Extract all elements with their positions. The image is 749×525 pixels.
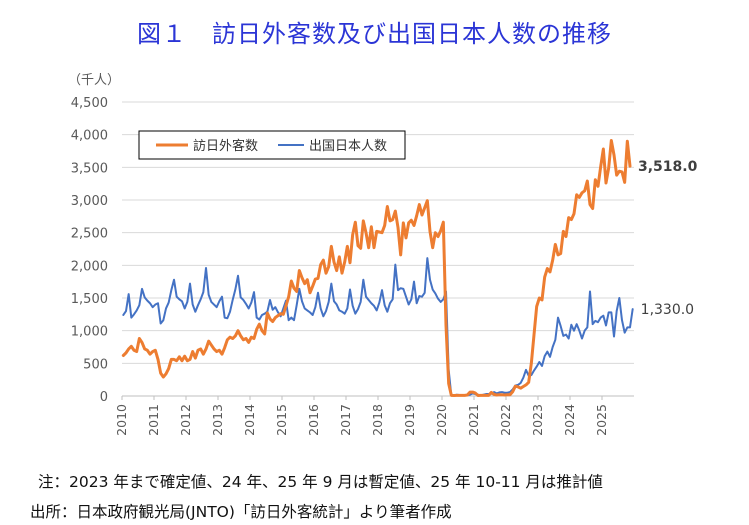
y-tick-label: 3,500 <box>71 161 108 176</box>
x-tick-label: 2025 <box>594 404 609 436</box>
x-tick-label: 2021 <box>466 404 481 436</box>
legend-label-inbound: 訪日外客数 <box>193 138 258 154</box>
x-tick-label: 2010 <box>114 404 129 436</box>
x-tick-label: 2018 <box>370 404 385 436</box>
y-tick-label: 500 <box>83 357 108 372</box>
source-note: 出所：日本政府観光局(JNTO)「訪日外客統計」より筆者作成 <box>30 503 452 521</box>
footnote: 注：2023 年まで確定値、24 年、25 年 9 月は暫定値、25 年 10-… <box>38 473 603 491</box>
y-tick-label: 4,000 <box>71 129 108 144</box>
legend: 訪日外客数 出国日本人数 <box>138 130 406 160</box>
legend-label-outbound: 出国日本人数 <box>309 139 387 154</box>
data-label-inbound-last: 3,518.0 <box>638 159 698 175</box>
y-tick-label: 2,500 <box>71 227 108 242</box>
x-tick-labels: 2010 2011 2012 2013 2014 2015 2016 2017 2018 2019… <box>114 396 609 436</box>
page-title: 図１ 訪日外客数及び出国日本人数の推移 <box>137 20 612 48</box>
series-line-outbound <box>122 257 634 397</box>
x-tick-label: 2012 <box>178 404 193 436</box>
x-tick-label: 2019 <box>402 404 417 436</box>
x-tick-label: 2020 <box>434 404 449 436</box>
x-tick-label: 2024 <box>562 404 577 436</box>
y-tick-label: 0 <box>100 390 108 405</box>
x-tick-label: 2013 <box>210 404 225 436</box>
x-tick-label: 2022 <box>498 404 513 436</box>
y-tick-label: 3,000 <box>71 194 108 209</box>
x-tick-label: 2011 <box>146 404 161 436</box>
data-label-outbound-last: 1,330.0 <box>641 302 694 318</box>
x-tick-label: 2017 <box>338 404 353 436</box>
y-tick-label: 2,000 <box>71 259 108 274</box>
y-axis-label: （千人） <box>68 73 120 88</box>
y-tick-label: 4,500 <box>71 96 108 111</box>
y-tick-labels: 0 500 1,000 1,500 2,000 2,500 3,000 3,500 4,000 4… <box>71 96 108 405</box>
x-tick-label: 2016 <box>306 404 321 436</box>
x-tick-label: 2023 <box>530 404 545 436</box>
series-line-inbound <box>121 139 632 397</box>
y-tick-label: 1,500 <box>71 292 108 307</box>
y-tick-label: 1,000 <box>71 325 108 340</box>
x-tick-label: 2015 <box>274 404 289 436</box>
x-tick-label: 2014 <box>242 404 257 436</box>
series-lines <box>121 139 634 397</box>
